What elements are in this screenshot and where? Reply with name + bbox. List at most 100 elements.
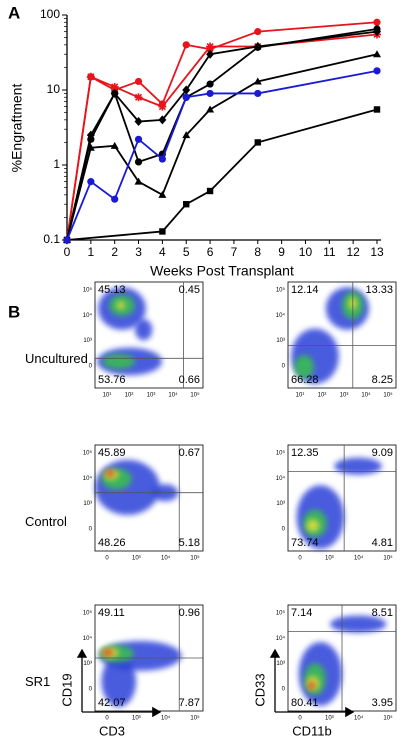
flow-x-label: CD3	[99, 723, 125, 738]
x-tick-label: 3	[135, 245, 142, 259]
marker	[111, 89, 119, 98]
y-tick-label: 10⁵	[276, 450, 286, 457]
quadrant-value: 8.25	[372, 374, 393, 386]
x-tick-label: 0	[105, 556, 109, 562]
series-line	[66, 21, 378, 241]
y-tick-label: 10⁵	[83, 610, 93, 617]
marker	[373, 67, 381, 75]
panel-label: B	[8, 302, 20, 321]
row-label: Control	[25, 514, 67, 529]
marker	[254, 28, 262, 36]
quadrant-value: 48.26	[98, 537, 126, 549]
x-tick-label: 0	[298, 716, 302, 722]
x-tick-label: 10⁵	[190, 715, 200, 722]
x-tick-label: 8	[254, 245, 261, 259]
y-tick-label: 0.1	[43, 232, 60, 246]
row-label: SR1	[25, 674, 50, 689]
x-tick-label: 10³	[132, 716, 141, 722]
x-tick-label: 7	[231, 245, 238, 259]
marker	[86, 143, 95, 151]
y-tick-label: 1	[53, 157, 60, 171]
flow-plot: 7.14 8.51 80.41 3.95 10⁵ 10⁴ 10³ 0 0 10³ 10⁴ 10⁵	[276, 604, 397, 722]
density	[102, 649, 114, 656]
marker	[63, 236, 71, 244]
y-tick-label: 10⁴	[276, 312, 286, 319]
marker	[254, 89, 262, 98]
marker	[373, 50, 381, 58]
y-tick-label: 10⁵	[83, 450, 93, 457]
y-tick-label: 0	[282, 527, 286, 533]
marker	[87, 178, 95, 186]
quadrant-value: 12.14	[291, 284, 319, 296]
x-tick-label: 12	[346, 245, 360, 259]
marker	[86, 72, 95, 81]
quadrant-value: 66.28	[291, 374, 319, 386]
marker	[158, 102, 167, 111]
density	[134, 319, 153, 341]
quadrant-value: 9.09	[372, 447, 393, 459]
quadrant-value: 7.14	[291, 607, 312, 619]
density	[294, 355, 314, 379]
marker	[373, 18, 381, 26]
marker	[111, 195, 119, 203]
marker	[254, 43, 262, 51]
x-tick-label: 6	[207, 245, 214, 259]
quadrant-value: 13.33	[365, 284, 393, 296]
quadrant-value: 0.66	[179, 374, 200, 386]
x-tick-label: 2	[111, 245, 118, 259]
density	[116, 301, 126, 310]
marker	[206, 80, 214, 88]
y-tick-label: 10⁵	[276, 287, 286, 294]
flow-plot: 49.11 0.96 42.07 7.87 10⁵ 10⁴ 10³ 0 0 10³ 10⁴ 10⁵	[83, 604, 204, 722]
x-tick-label: 10⁵	[190, 392, 200, 399]
y-tick-label: 10⁴	[83, 475, 93, 482]
flow-plot: 45.13 0.45 53.76 0.66 10⁵ 10⁴ 10³ 0 10¹ 10² 10³ 10⁴…	[83, 281, 204, 399]
marker	[134, 158, 143, 166]
marker	[134, 177, 143, 185]
quadrant-value: 3.95	[372, 697, 393, 709]
marker	[254, 139, 261, 146]
marker	[110, 141, 119, 149]
x-tick-label: 0	[105, 716, 109, 722]
y-tick-label: 0	[282, 364, 286, 370]
marker	[182, 41, 190, 49]
marker	[158, 115, 167, 125]
density	[306, 519, 320, 532]
marker	[110, 82, 119, 91]
x-tick-label: 10	[299, 245, 313, 259]
quadrant-value: 8.51	[372, 607, 393, 619]
marker	[182, 131, 191, 139]
marker	[253, 77, 262, 85]
axis-arrows	[76, 648, 355, 718]
x-tick-label: 0	[298, 556, 302, 562]
y-tick-label: 0	[89, 687, 93, 693]
x-tick-label: 10³	[340, 393, 349, 399]
marker	[373, 25, 381, 33]
x-tick-label: 10²	[318, 393, 327, 399]
flow-plot: 12.35 9.09 73.74 4.81 10⁵ 10⁴ 10³ 0 0 10³ 10⁴ 10⁵	[276, 444, 397, 562]
density	[101, 655, 137, 707]
marker	[206, 89, 214, 98]
quadrant-value: 0.96	[179, 607, 200, 619]
series-line	[66, 33, 378, 241]
y-tick-label: 0	[89, 527, 93, 533]
marker	[183, 201, 190, 208]
flow-y-label: CD19	[59, 673, 74, 706]
x-tick-label: 13	[370, 245, 384, 259]
quadrant-value: 53.76	[98, 374, 126, 386]
series-line	[66, 30, 378, 241]
x-tick-label: 10²	[125, 393, 134, 399]
x-axis-label: Weeks Post Transplant	[150, 263, 294, 279]
quadrant-value: 80.41	[291, 697, 319, 709]
y-axis-label: %Engraftment	[9, 84, 25, 173]
x-tick-label: 10⁴	[161, 715, 171, 722]
marker	[158, 190, 167, 198]
x-tick-label: 10³	[132, 556, 141, 562]
flow-plot: 45.89 0.67 48.26 5.18 10⁵ 10⁴ 10³ 0 0 10³ 10⁴ 10⁵	[83, 444, 204, 562]
quadrant-value: 49.11	[98, 607, 125, 619]
density	[308, 681, 316, 690]
y-tick-label: 10⁵	[276, 610, 286, 617]
y-tick-label: 10⁴	[83, 312, 93, 319]
x-tick-label: 10³	[325, 716, 334, 722]
